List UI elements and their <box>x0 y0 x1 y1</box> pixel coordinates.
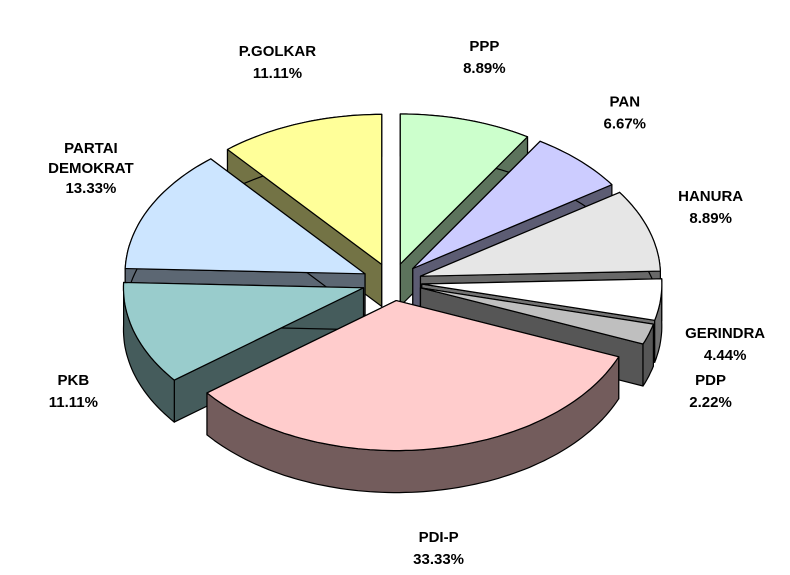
slice <box>206 300 620 494</box>
slice-top <box>122 281 365 381</box>
slice-label: PPP <box>469 38 499 55</box>
slice-label: PAN <box>609 94 640 111</box>
slice-label: PDP <box>695 372 726 389</box>
slice-top <box>206 300 620 452</box>
slice-value-label: 11.11% <box>49 394 98 411</box>
slice-top <box>399 113 529 265</box>
slice-label: PDI-P <box>419 529 459 546</box>
slice-value-label: 13.33% <box>65 180 116 197</box>
slice-label: P.GOLKAR <box>239 43 316 60</box>
slice-label: PKB <box>58 372 90 389</box>
slice-value-label: 11.11% <box>253 65 302 82</box>
slice-label: GERINDRA <box>685 325 765 342</box>
slice-top <box>412 140 613 270</box>
slice-top <box>419 287 654 345</box>
slice-value-label: 2.22% <box>689 394 732 411</box>
slice-label: HANURA <box>678 188 743 205</box>
slice-top <box>421 278 663 321</box>
slice-value-label: 8.89% <box>463 60 506 77</box>
slice-value-label: 4.44% <box>704 347 747 364</box>
slice <box>122 281 365 423</box>
slice-value-label: 33.33% <box>413 551 464 568</box>
slice-top <box>226 113 383 265</box>
slice-top <box>419 191 661 277</box>
slice-value-label: 6.67% <box>603 116 646 133</box>
slice-label: PARTAI DEMOKRAT <box>48 140 134 177</box>
slice-top <box>124 158 366 275</box>
slice-value-label: 8.89% <box>689 210 732 227</box>
